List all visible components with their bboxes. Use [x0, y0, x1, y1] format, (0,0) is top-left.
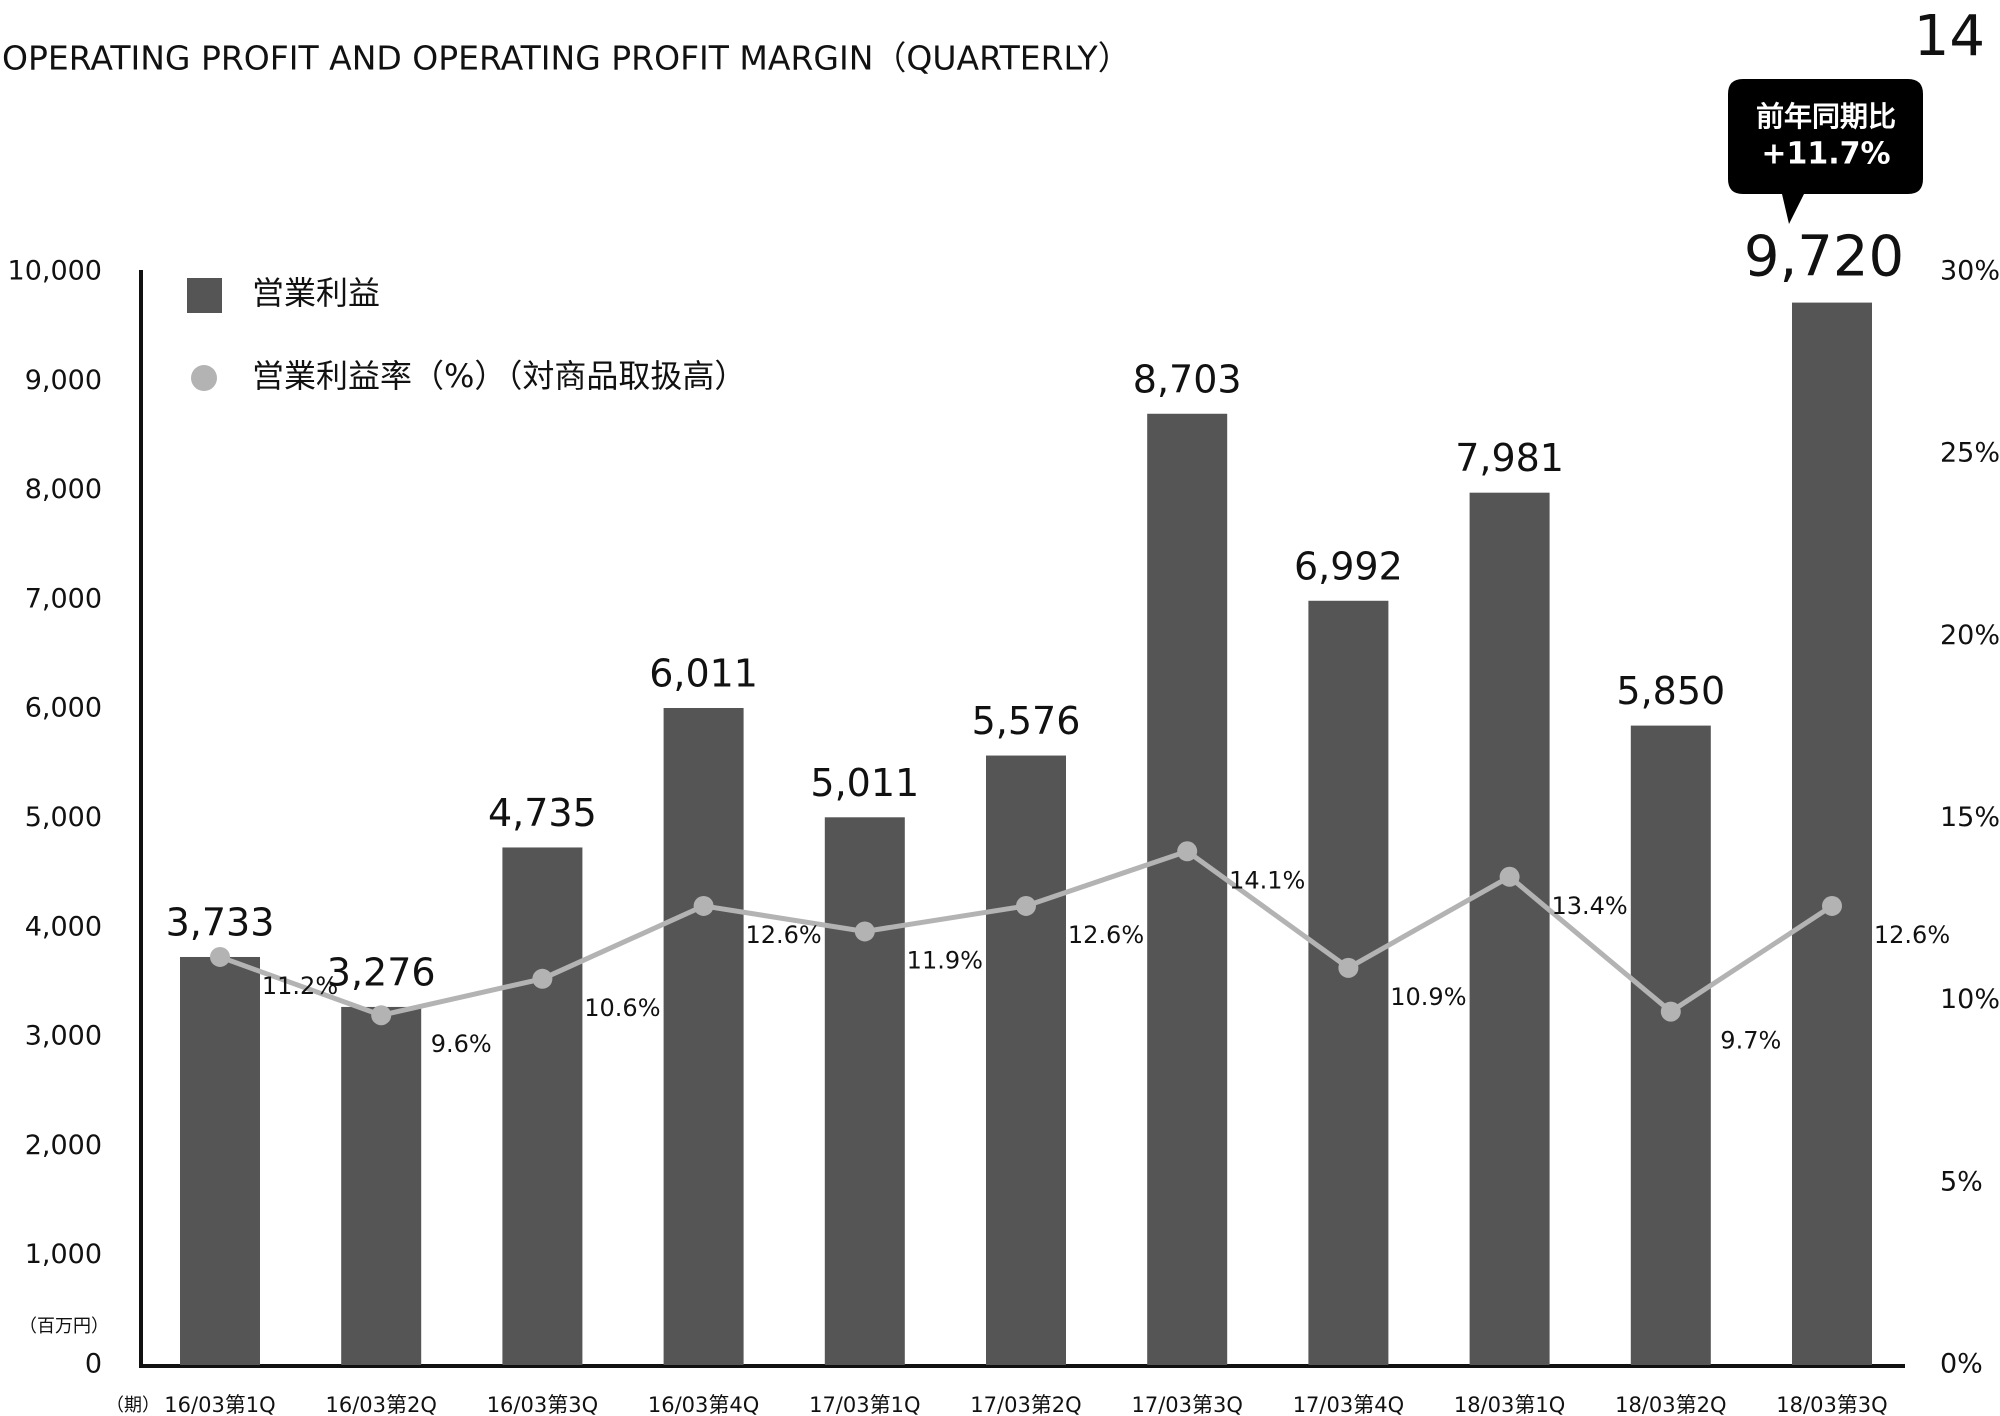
bar-value-label: 9,720	[1744, 225, 1904, 290]
bar-value-label: 6,992	[1294, 544, 1403, 588]
y-tick-label: 7,000	[25, 583, 102, 614]
x-tick-label: 16/03第4Q	[648, 1393, 759, 1416]
x-tick-label: 17/03第1Q	[809, 1393, 920, 1416]
bar-value-label: 3,733	[166, 900, 275, 944]
y2-tick-label: 10%	[1940, 984, 2000, 1015]
bar	[502, 847, 583, 1365]
y-tick-label: 2,000	[25, 1130, 102, 1161]
x-tick-label: 16/03第1Q	[164, 1393, 275, 1416]
point	[210, 946, 230, 967]
bar	[824, 817, 905, 1365]
bar	[180, 956, 260, 1365]
bar-value-label: 3,276	[327, 950, 436, 994]
y-unit: （百万円）	[19, 1316, 109, 1337]
y-tick-label: 0	[85, 1349, 102, 1380]
bar-value-label: 7,981	[1455, 436, 1564, 480]
bar-value-label: 5,850	[1616, 669, 1725, 713]
x-tick-label: 16/03第3Q	[487, 1393, 598, 1416]
bar-value-label: 5,576	[972, 699, 1081, 743]
bar	[663, 707, 744, 1365]
point	[532, 968, 553, 989]
y-tick-label: 4,000	[25, 911, 102, 942]
y-tick-label: 6,000	[25, 693, 102, 724]
bar	[341, 1006, 422, 1365]
bar	[1147, 413, 1228, 1365]
point-value-label: 10.6%	[584, 994, 660, 1022]
point	[1016, 895, 1036, 916]
point	[1338, 957, 1359, 978]
y-tick-label: 1,000	[25, 1239, 102, 1270]
y-tick-label: 10,000	[8, 256, 102, 287]
y2-tick-label: 20%	[1940, 620, 2000, 651]
x-tick-label: 17/03第4Q	[1293, 1393, 1404, 1416]
point-value-label: 12.6%	[745, 921, 821, 949]
bar	[1630, 725, 1711, 1365]
legend-swatch	[187, 278, 222, 313]
point	[371, 1005, 392, 1026]
point-value-label: 11.9%	[907, 946, 983, 974]
point-value-label: 9.6%	[431, 1030, 492, 1058]
x-tick-label: 17/03第3Q	[1131, 1393, 1242, 1416]
bar	[1308, 600, 1389, 1365]
point	[693, 895, 714, 916]
point	[1660, 1001, 1681, 1022]
x-tick-label: 18/03第3Q	[1776, 1393, 1887, 1416]
bar-value-label: 8,703	[1133, 357, 1242, 401]
legend-label: 営業利益	[252, 274, 380, 312]
callout-text: +11.7%	[1761, 137, 1890, 172]
subtitle: OPERATING PROFIT AND OPERATING PROFIT MA…	[2, 39, 1131, 78]
bar	[1469, 492, 1550, 1365]
point-value-label: 12.6%	[1874, 921, 1950, 949]
x-tick-label: 18/03第2Q	[1615, 1393, 1726, 1416]
callout-box	[1728, 79, 1923, 224]
point-value-label: 13.4%	[1551, 892, 1627, 920]
x-unit: （期）	[106, 1395, 160, 1416]
point-value-label: 11.2%	[262, 972, 338, 1000]
y-tick-label: 9,000	[25, 365, 102, 396]
bar-value-label: 6,011	[649, 651, 758, 695]
bar	[1792, 302, 1872, 1365]
y2-tick-label: 0%	[1940, 1349, 1983, 1380]
bar	[986, 755, 1066, 1365]
legend-label: 営業利益率（%）（対商品取扱高）	[252, 357, 746, 395]
y2-tick-label: 30%	[1940, 256, 2000, 287]
y-tick-label: 8,000	[25, 474, 102, 505]
point-value-label: 12.6%	[1068, 921, 1144, 949]
point	[854, 921, 875, 942]
point-value-label: 14.1%	[1229, 866, 1305, 894]
y2-tick-label: 25%	[1940, 438, 2000, 469]
y-tick-label: 3,000	[25, 1021, 102, 1052]
x-tick-label: 18/03第1Q	[1454, 1393, 1565, 1416]
y2-tick-label: 15%	[1940, 802, 2000, 833]
x-tick-label: 17/03第2Q	[970, 1393, 1081, 1416]
point	[1822, 895, 1842, 916]
legend-swatch	[191, 365, 217, 391]
point-value-label: 9.7%	[1720, 1027, 1781, 1055]
point	[1499, 866, 1520, 887]
y-tick-label: 5,000	[25, 802, 102, 833]
point-value-label: 10.9%	[1390, 983, 1466, 1011]
x-tick-label: 16/03第2Q	[325, 1393, 436, 1416]
bar-value-label: 5,011	[810, 761, 919, 805]
callout-text: 前年同期比	[1756, 100, 1896, 133]
page-number: 14	[1914, 4, 1985, 69]
bar-value-label: 4,735	[488, 791, 597, 835]
point	[1177, 841, 1198, 862]
y2-tick-label: 5%	[1940, 1166, 1983, 1197]
